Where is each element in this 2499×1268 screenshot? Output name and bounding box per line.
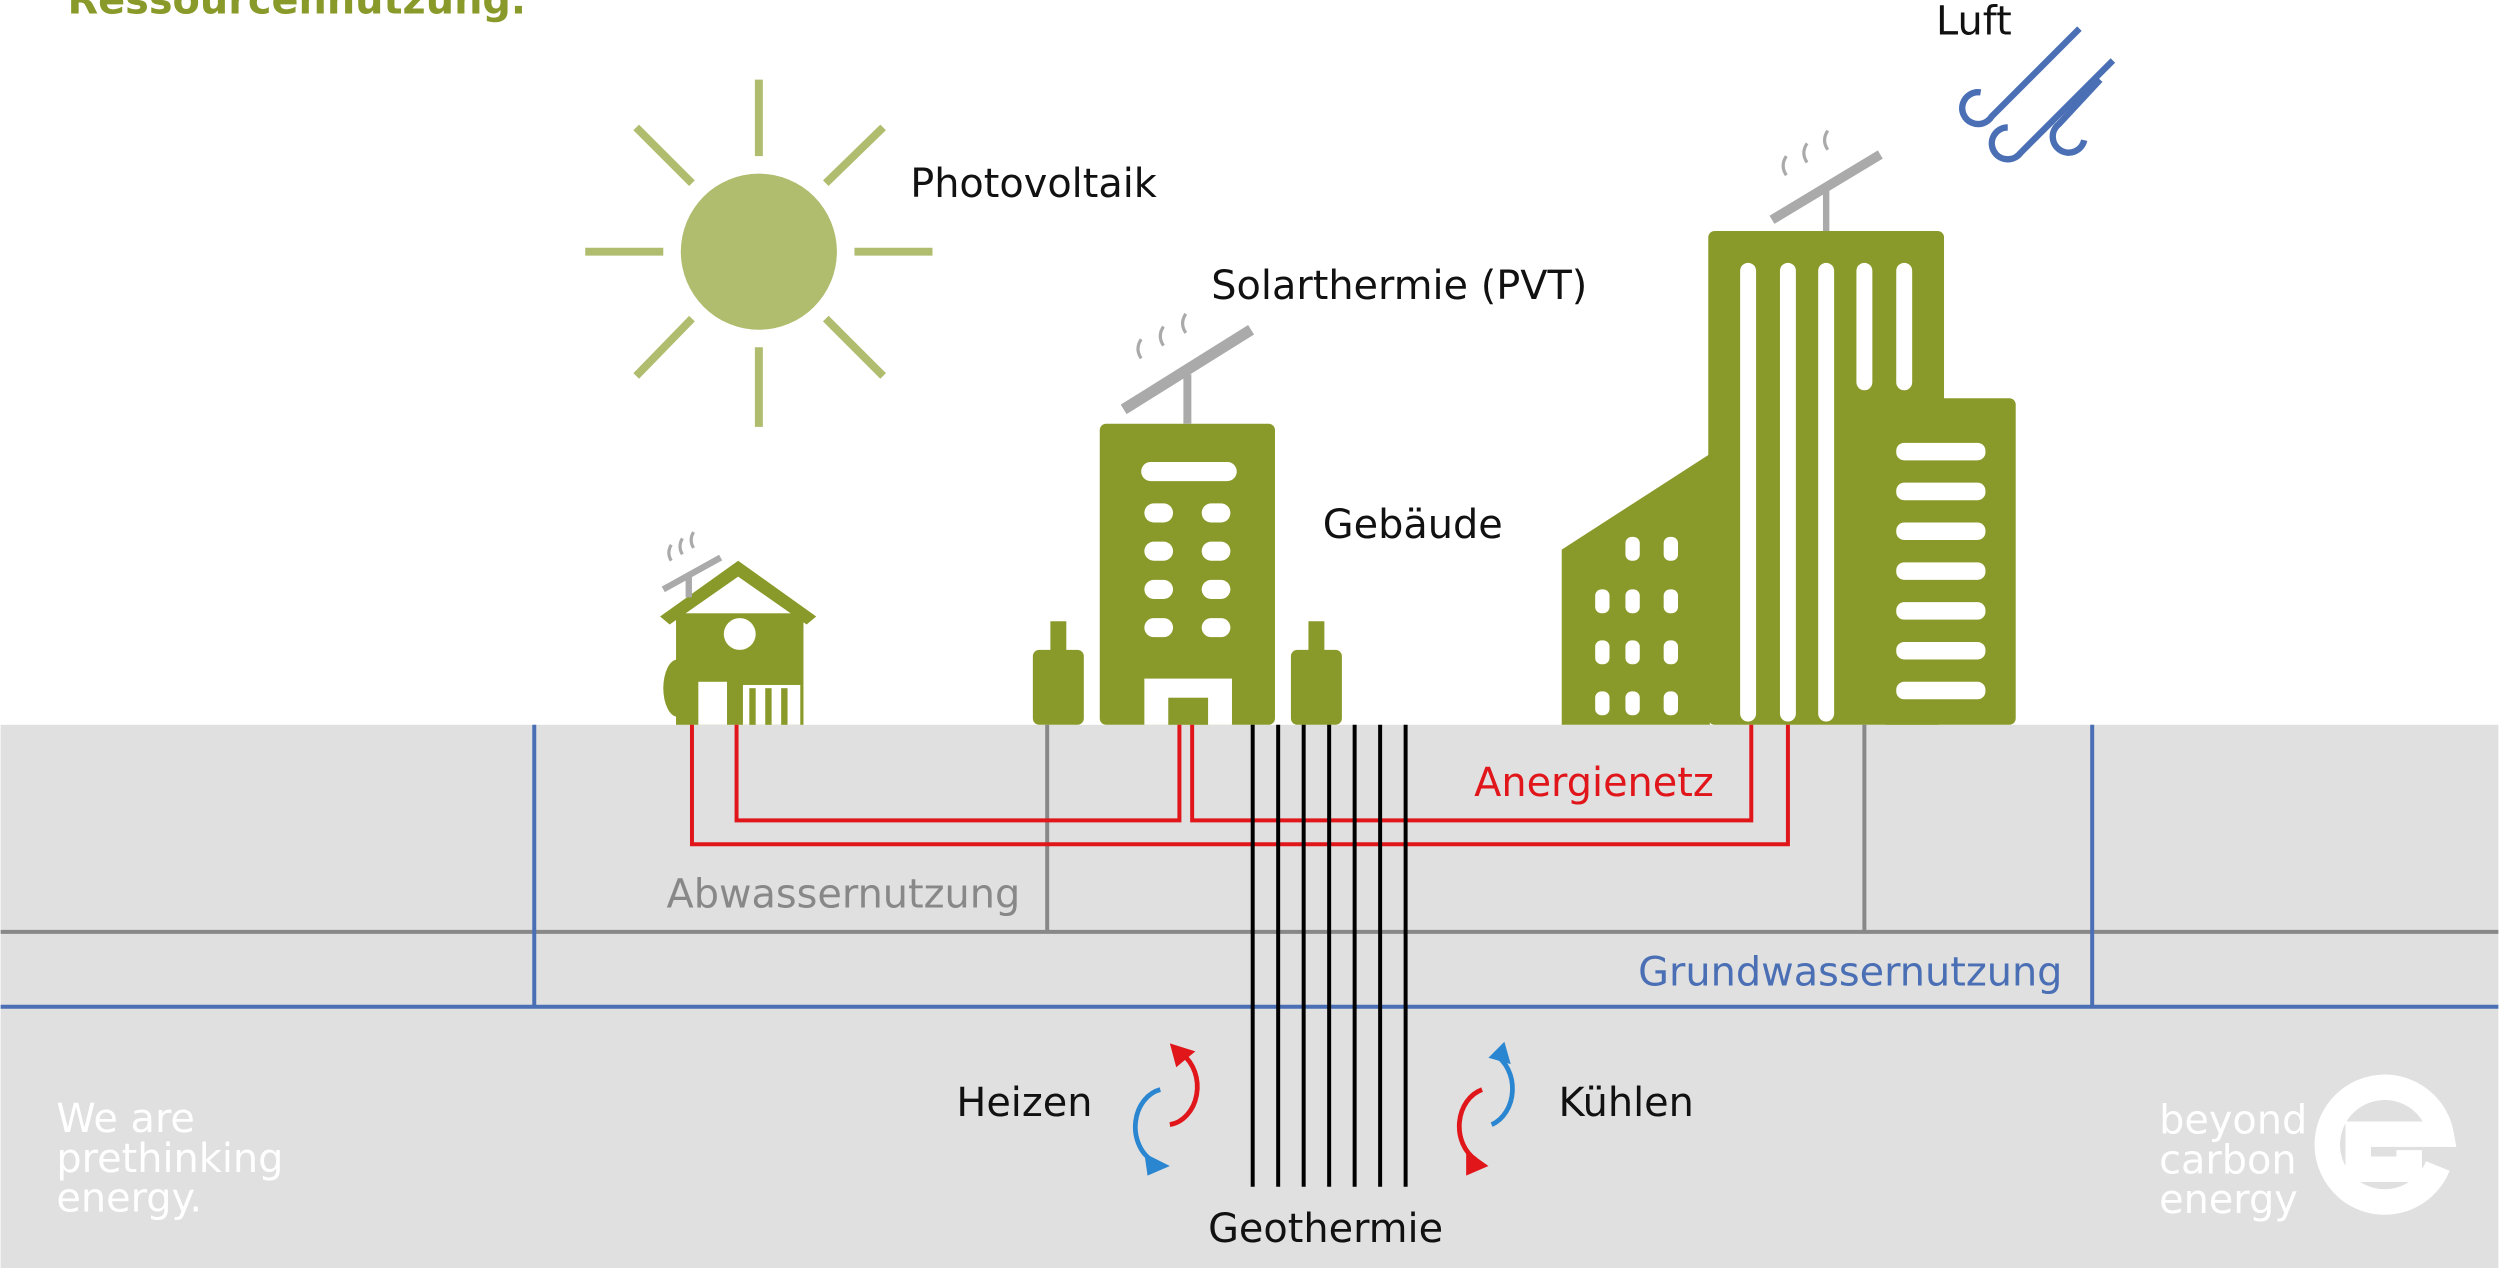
label-heizen: Heizen (956, 1080, 1092, 1126)
slogan-line: We are (56, 1096, 195, 1142)
house-collector (661, 531, 723, 598)
title: Ressourcennutzung. (68, 0, 527, 24)
label-anergienetz: Anergienetz (1474, 760, 1714, 806)
label-luft: Luft (1936, 0, 2012, 44)
groundwater-lines (0, 724, 2499, 1009)
brand-logo (2314, 1074, 2457, 1215)
slogan-line: prethinking (56, 1136, 283, 1182)
right-windows (1595, 262, 1986, 722)
label-gebaeude: Gebäude (1323, 502, 1503, 548)
label-geothermie: Geothermie (1208, 1206, 1443, 1252)
wastewater-lines (0, 724, 2499, 934)
right-collector (1769, 129, 1883, 231)
slogan-line: energy. (56, 1176, 202, 1222)
wind-icon (1959, 26, 2116, 163)
label-kuehlen: Kühlen (1559, 1080, 1694, 1126)
sun (585, 79, 933, 427)
brand-line: energy (2159, 1177, 2298, 1223)
brand-line: beyond (2159, 1098, 2307, 1144)
label-photovoltaik: Photovoltaik (910, 161, 1157, 207)
brand-line: carbon (2159, 1137, 2297, 1183)
ground (0, 724, 2499, 1268)
house (660, 560, 817, 725)
label-grundwasser: Grundwassernutzung (1638, 949, 2062, 995)
heating-arrows (1132, 1041, 1515, 1176)
middle-collector (1120, 312, 1255, 424)
anergy-network (689, 724, 1790, 847)
door (1168, 697, 1209, 725)
geothermal-probes (1250, 724, 1408, 1187)
label-abwasser: Abwassernutzung (666, 871, 1020, 917)
middle-building (1032, 423, 1342, 725)
label-solarthermie: Solarthermie (PVT) (1211, 263, 1587, 309)
